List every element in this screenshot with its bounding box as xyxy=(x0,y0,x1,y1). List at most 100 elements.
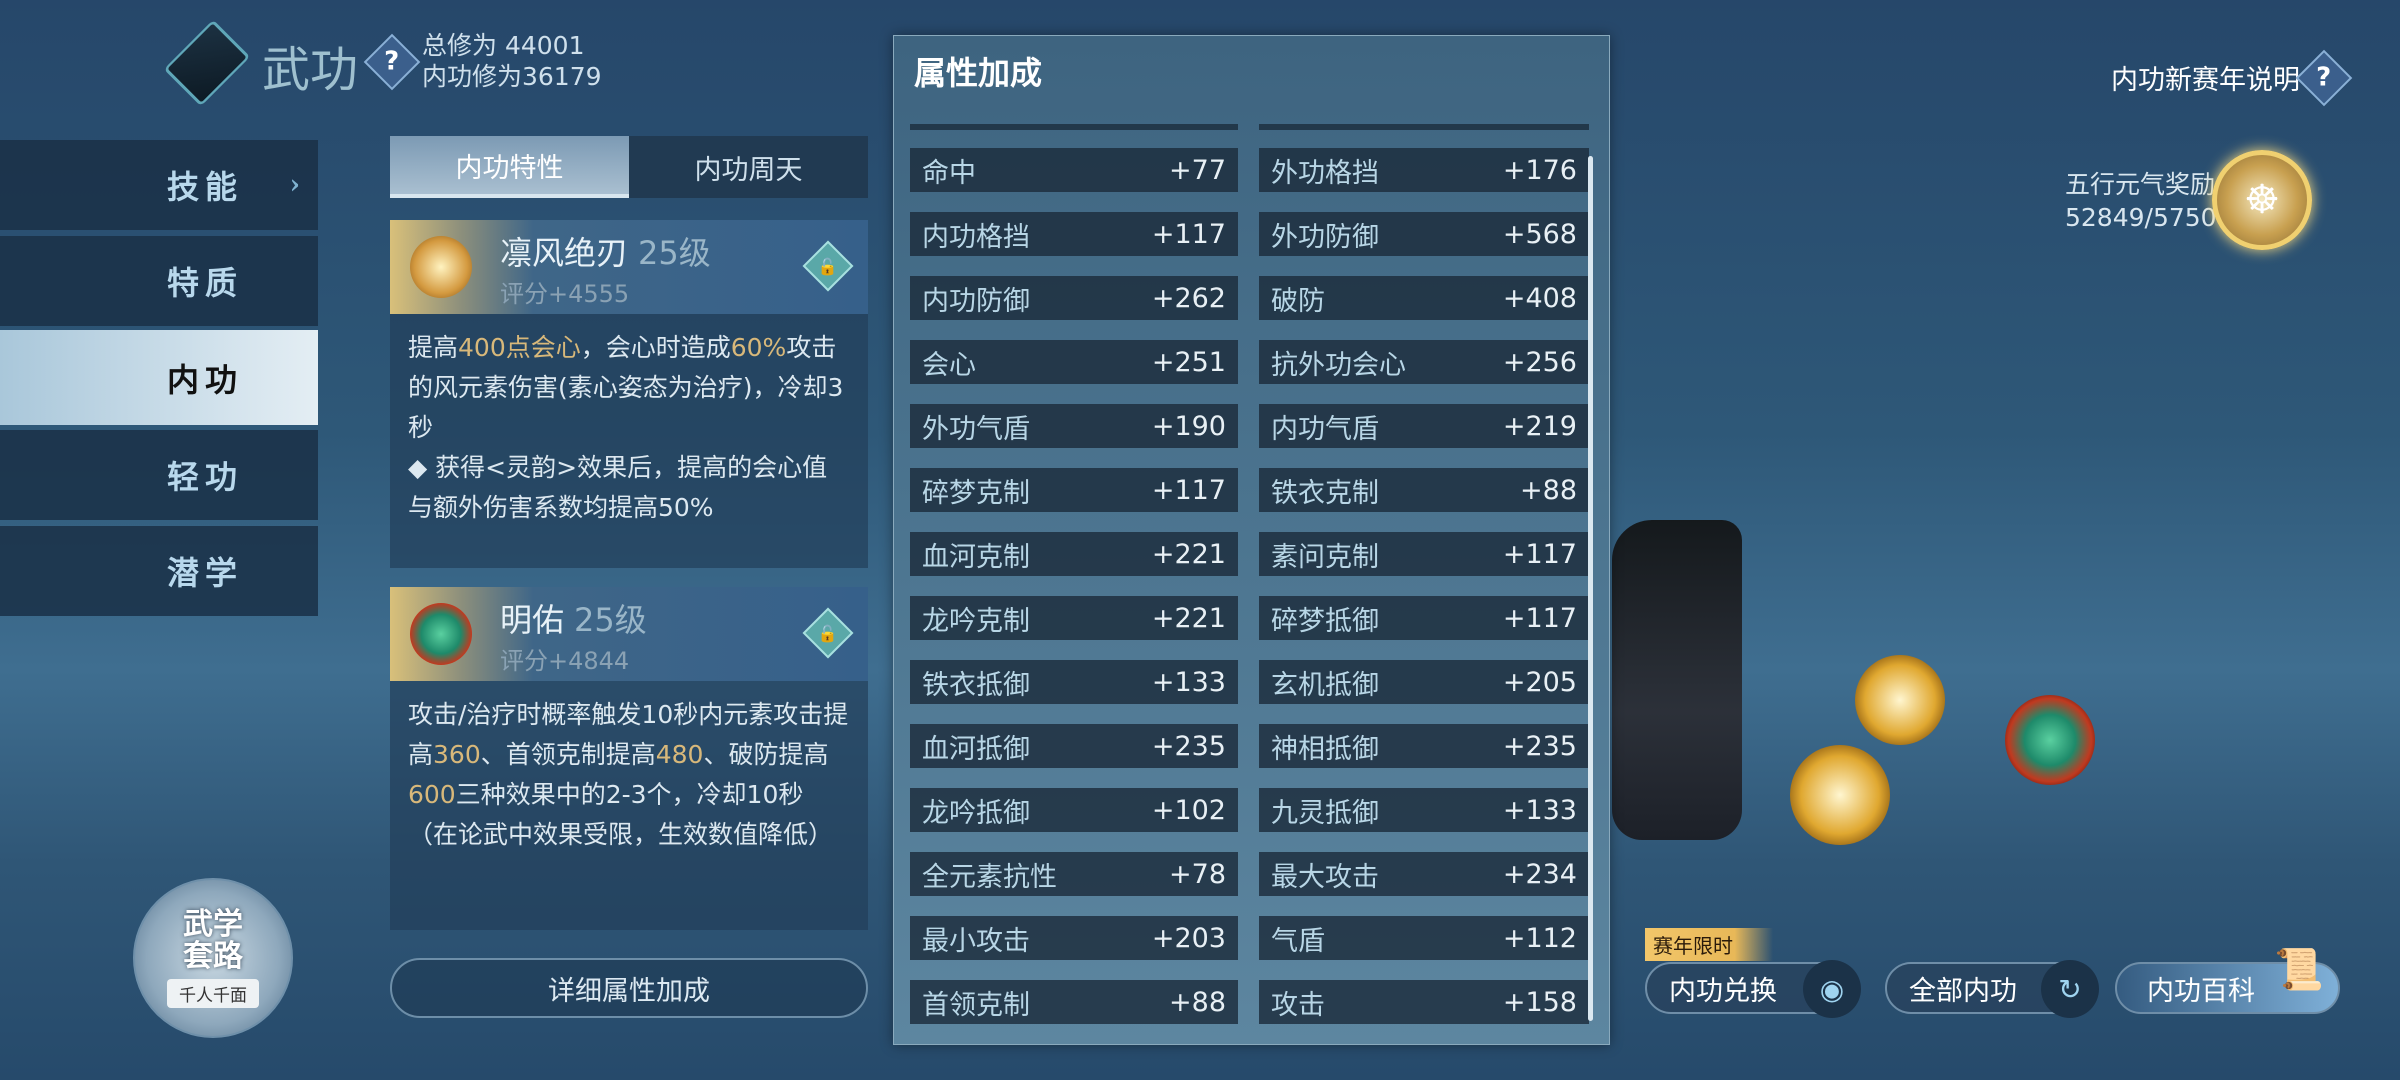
attribute-value: +234 xyxy=(1502,858,1577,890)
attribute-value: +88 xyxy=(1169,986,1226,1018)
neigong-cultivation: 内功修为36179 xyxy=(422,62,602,91)
attribute-name: 最大攻击 xyxy=(1271,861,1379,893)
detail-attributes-button[interactable]: 详细属性加成 xyxy=(390,958,868,1018)
attribute-row: 碎梦克制 +117 xyxy=(910,468,1238,512)
attribute-name: 外功格挡 xyxy=(1271,157,1379,189)
sidebar-item-neigong[interactable]: 内功 xyxy=(0,330,318,425)
attribute-value: +117 xyxy=(1502,538,1577,570)
attribute-value: +88 xyxy=(1520,474,1577,506)
attribute-value: +190 xyxy=(1151,410,1226,442)
attribute-name: 铁衣克制 xyxy=(1271,477,1379,509)
neigong-card[interactable]: 明佑 25级 评分+4844 🔓 攻击/治疗时概率触发10秒内元素攻击提高360、… xyxy=(390,587,868,930)
reward-meditation-icon[interactable]: ☸ xyxy=(2212,150,2312,250)
attribute-row: 血河抵御 +235 xyxy=(910,724,1238,768)
neigong-wiki-button[interactable]: 内功百科 📜 xyxy=(2115,947,2340,1014)
attribute-name: 破防 xyxy=(1271,285,1325,317)
attribute-value: +102 xyxy=(1151,794,1226,826)
card-level: 25级 xyxy=(574,601,647,639)
wuxue-subtitle: 千人千面 xyxy=(167,978,259,1008)
attributes-panel: 属性加成 命中 +77 外功格挡 +176 内功格挡 +117 外功防御 +568 内功防御 +2… xyxy=(893,35,1610,1045)
button-label: 全部内功 xyxy=(1909,975,2017,1007)
sidebar-item-skills[interactable]: 技能 › xyxy=(0,140,318,230)
attribute-value: +408 xyxy=(1502,282,1577,314)
attribute-value: +176 xyxy=(1502,154,1577,186)
attribute-row: 会心 +251 xyxy=(910,340,1238,384)
attribute-row: 攻击 +158 xyxy=(1259,980,1589,1024)
card-description: 提高400点会心，会心时造成60%攻击的风元素伤害(素心姿态为治疗)，冷却3秒 ◆… xyxy=(390,314,868,542)
attribute-value: +112 xyxy=(1502,922,1577,954)
description-text: ，会心时造成 xyxy=(580,333,731,362)
card-name: 明佑 xyxy=(500,601,565,639)
sidebar-item-traits[interactable]: 特质 xyxy=(0,236,318,326)
season-limited-tag: 赛年限时 xyxy=(1645,928,1773,961)
attribute-value: +78 xyxy=(1169,858,1226,890)
card-score: 评分+4555 xyxy=(500,280,630,308)
unlock-icon[interactable]: 🔓 xyxy=(802,240,854,292)
attribute-row: 内功气盾 +219 xyxy=(1259,404,1589,448)
attribute-value: +256 xyxy=(1502,346,1577,378)
neigong-exchange-button[interactable]: 内功兑换 ◉ xyxy=(1645,960,1861,1018)
description-text: 三种效果中的2-3个，冷却10秒（在论武中效果受限，生效数值降低） xyxy=(408,780,834,849)
gold-orb-icon xyxy=(1855,655,1945,745)
panel-title: 属性加成 xyxy=(914,54,1043,92)
attribute-row: 九灵抵御 +133 xyxy=(1259,788,1589,832)
attribute-row: 全元素抗性 +78 xyxy=(910,852,1238,896)
description-text: 攻击的风元素伤害(素心姿态为治疗)，冷却3秒 xyxy=(408,333,844,442)
tab-neigong-zhoutian[interactable]: 内功周天 xyxy=(629,136,868,198)
attribute-name: 龙吟抵御 xyxy=(922,797,1030,829)
sidebar-item-label: 特质 xyxy=(166,264,243,302)
attribute-row: 龙吟克制 +221 xyxy=(910,596,1238,640)
description-text: 攻击/治疗时概率触发10秒内元素攻击提高 xyxy=(408,700,849,769)
description-text: 、破防提高 xyxy=(703,740,829,769)
season-help-label: 内功新赛年说明 xyxy=(2111,65,2300,96)
attribute-name: 首领克制 xyxy=(922,989,1030,1021)
sidebar-item-qianxue[interactable]: 潜学 xyxy=(0,526,318,616)
attribute-row: 内功防御 +262 xyxy=(910,276,1238,320)
card-description: 攻击/治疗时概率触发10秒内元素攻击提高360、首领克制提高480、破防提高 60… xyxy=(390,681,868,869)
attribute-name: 攻击 xyxy=(1271,989,1325,1021)
cultivation-info: 总修为 44001 内功修为36179 xyxy=(422,30,602,92)
button-label: 内功兑换 xyxy=(1669,975,1777,1007)
attribute-row: 铁衣克制 +88 xyxy=(1259,468,1589,512)
attribute-value: +568 xyxy=(1502,218,1577,250)
attribute-name: 碎梦克制 xyxy=(922,477,1030,509)
sidebar-item-qinggong[interactable]: 轻功 xyxy=(0,430,318,520)
page-title: 武功 xyxy=(262,42,359,98)
reward-label: 五行元气奖励 xyxy=(2065,170,2216,199)
unlock-icon[interactable]: 🔓 xyxy=(802,607,854,659)
attribute-name: 最小攻击 xyxy=(922,925,1030,957)
linfeng-gem-icon xyxy=(410,236,472,298)
highlight-value: 60% xyxy=(730,333,787,362)
button-label: 内功百科 xyxy=(2147,975,2255,1007)
scrollbar[interactable] xyxy=(1588,156,1593,1021)
attribute-value: +203 xyxy=(1151,922,1226,954)
attribute-value: +133 xyxy=(1502,794,1577,826)
attribute-value: +117 xyxy=(1151,474,1226,506)
card-level: 25级 xyxy=(638,234,711,272)
question-icon[interactable]: ? xyxy=(363,33,421,91)
attribute-name: 命中 xyxy=(922,157,976,189)
all-neigong-button[interactable]: 全部内功 ↻ xyxy=(1885,960,2099,1018)
attribute-name: 九灵抵御 xyxy=(1271,797,1379,829)
chevron-right-icon: › xyxy=(289,170,306,200)
season-help-link[interactable]: 内功新赛年说明 xyxy=(2111,58,2300,97)
attribute-row: 神相抵御 +235 xyxy=(1259,724,1589,768)
attribute-name: 血河克制 xyxy=(922,541,1030,573)
sidebar-item-label: 内功 xyxy=(166,360,243,399)
attribute-value: +133 xyxy=(1151,666,1226,698)
question-icon[interactable]: ? xyxy=(2295,49,2353,107)
neigong-card[interactable]: 凛风绝刃 25级 评分+4555 🔓 提高400点会心，会心时造成60%攻击的风元… xyxy=(390,220,868,568)
tab-neigong-traits[interactable]: 内功特性 xyxy=(390,136,629,198)
character-model xyxy=(1612,520,1742,840)
wugong-logo-icon xyxy=(163,19,251,107)
wuxue-title: 武学 xyxy=(183,906,243,942)
attribute-name: 素问克制 xyxy=(1271,541,1379,573)
attribute-row: 最大攻击 +234 xyxy=(1259,852,1589,896)
attribute-name: 会心 xyxy=(922,349,976,381)
wuxue-taolu-button[interactable]: 武学 套路 千人千面 xyxy=(133,878,293,1038)
attribute-value: +117 xyxy=(1502,602,1577,634)
attribute-name: 龙吟克制 xyxy=(922,605,1030,637)
attribute-value: +221 xyxy=(1151,538,1226,570)
reward-progress: 52849/57500 xyxy=(2065,203,2233,232)
attribute-row: 内功格挡 +117 xyxy=(910,212,1238,256)
